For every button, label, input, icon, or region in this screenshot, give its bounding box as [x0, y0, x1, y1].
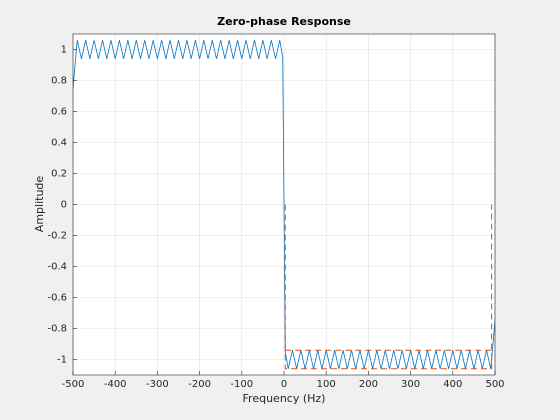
y-tick-label: 0.4: [51, 138, 67, 149]
chart-title: Zero-phase Response: [217, 15, 351, 28]
x-tick-label: 500: [485, 379, 504, 390]
y-axis-label: Amplitude: [33, 176, 46, 233]
y-tick-label: 0: [61, 200, 67, 211]
y-tick-label: 0.8: [51, 76, 67, 87]
x-tick-label: 0: [281, 379, 287, 390]
x-tick-label: 300: [401, 379, 420, 390]
y-tick-label: 0.2: [51, 169, 67, 180]
x-tick-label: -100: [230, 379, 253, 390]
y-tick-label: -0.4: [47, 262, 67, 273]
ticks: -500 -400 -300 -200 -100 0 100 200 300 400 500 -1 -0…: [47, 45, 504, 391]
x-tick-label: -300: [146, 379, 169, 390]
x-tick-label: 200: [359, 379, 378, 390]
y-tick-label: 1: [61, 45, 67, 56]
y-tick-label: -0.8: [47, 324, 67, 335]
y-tick-label: -0.2: [47, 231, 67, 242]
x-tick-label: 100: [317, 379, 336, 390]
lines: [73, 40, 495, 370]
y-tick-label: -0.6: [47, 293, 67, 304]
x-tick-label: -500: [62, 379, 85, 390]
x-tick-label: -400: [104, 379, 127, 390]
y-tick-label: -1: [57, 355, 67, 366]
x-axis-label: Frequency (Hz): [243, 392, 326, 405]
y-tick-label: 0.6: [51, 107, 67, 118]
x-tick-label: 400: [443, 379, 462, 390]
x-tick-label: -200: [188, 379, 211, 390]
series-line: [284, 204, 493, 370]
